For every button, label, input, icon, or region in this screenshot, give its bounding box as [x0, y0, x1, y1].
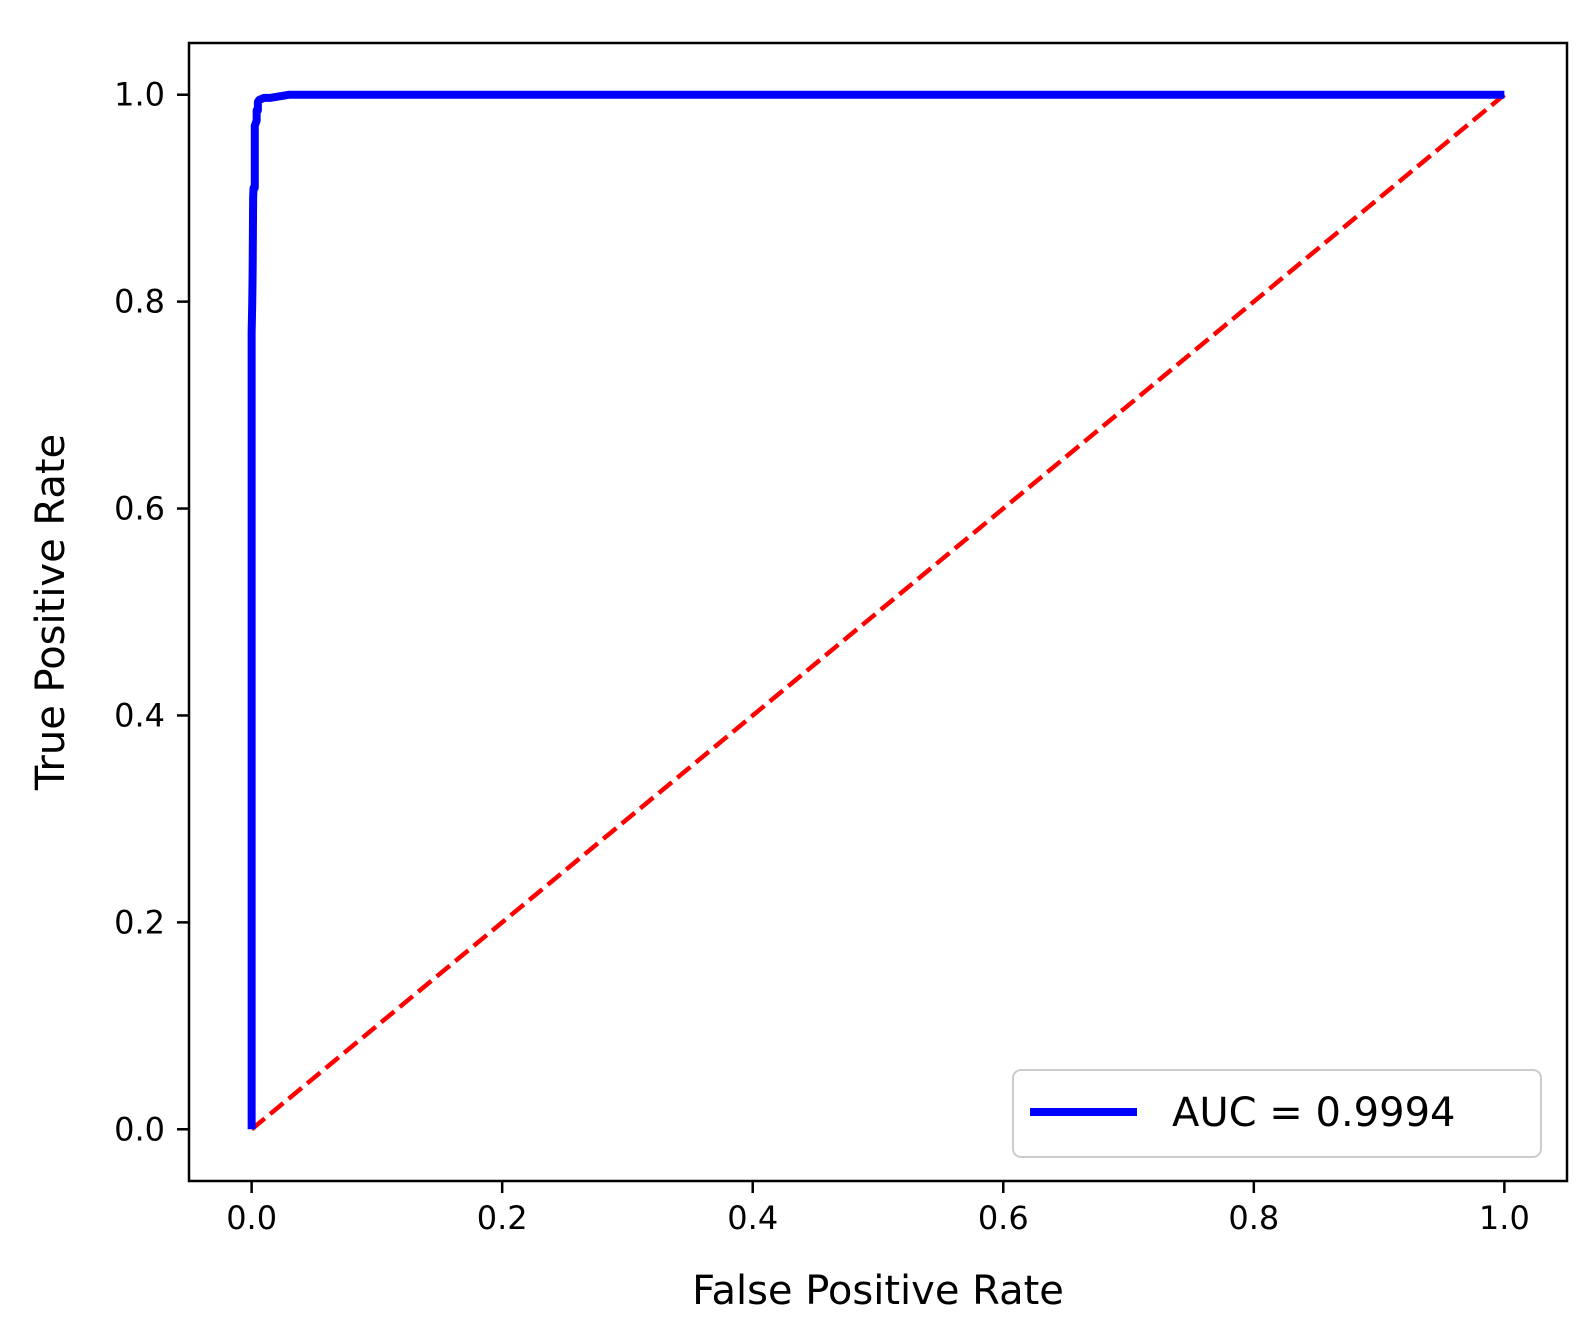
legend-label: AUC = 0.9994	[1172, 1090, 1455, 1136]
x-tick-label: 0.8	[1228, 1199, 1279, 1237]
y-tick-label: 0.8	[114, 283, 165, 321]
x-tick-label: 0.4	[727, 1199, 778, 1237]
y-tick-label: 1.0	[114, 76, 165, 114]
y-tick-label: 0.6	[114, 490, 165, 528]
y-tick-label: 0.0	[114, 1110, 165, 1148]
x-tick-label: 0.2	[477, 1199, 528, 1237]
x-tick-label: 0.0	[226, 1199, 277, 1237]
legend: AUC = 0.9994	[1012, 1069, 1542, 1158]
chance-diagonal-line	[250, 92, 1506, 1132]
y-tick-label: 0.4	[114, 696, 165, 734]
y-tick-label: 0.2	[114, 903, 165, 941]
x-tick-label: 1.0	[1479, 1199, 1530, 1237]
legend-box	[1012, 1069, 1542, 1158]
plot-frame	[187, 41, 1569, 1183]
roc-curve-line	[247, 90, 1505, 1130]
x-axis-label: False Positive Rate	[692, 1268, 1064, 1314]
series-layer	[247, 90, 1506, 1132]
x-axis: 0.0 0.2 0.4 0.6 0.8 1.0	[226, 1181, 1530, 1237]
y-axis-label: True Positive Rate	[28, 434, 74, 791]
x-tick-label: 0.6	[978, 1199, 1029, 1237]
y-axis: 0.0 0.2 0.4 0.6 0.8 1.0	[114, 76, 189, 1148]
